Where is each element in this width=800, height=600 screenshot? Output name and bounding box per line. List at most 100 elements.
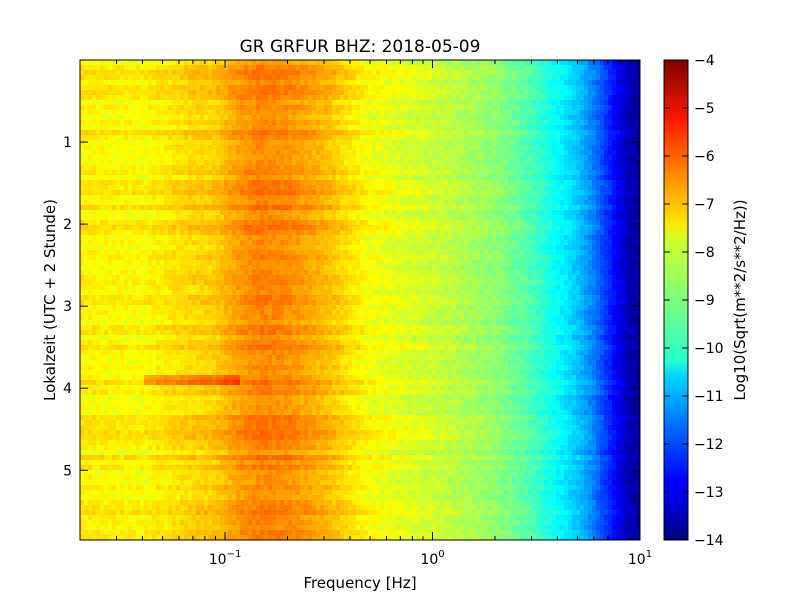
heatmap-cell: [292, 115, 297, 121]
heatmap-cell: [612, 215, 617, 221]
heatmap-cell: [616, 150, 621, 156]
heatmap-cell: [520, 110, 525, 116]
heatmap-cell: [304, 210, 309, 216]
heatmap-cell: [520, 225, 525, 231]
heatmap-cell: [412, 140, 417, 146]
heatmap-cell: [440, 170, 445, 176]
heatmap-cell: [428, 70, 433, 76]
heatmap-cell: [524, 100, 529, 106]
heatmap-cell: [612, 100, 617, 106]
heatmap-cell: [128, 220, 133, 226]
heatmap-cell: [140, 215, 145, 221]
heatmap-cell: [228, 135, 233, 141]
heatmap-cell: [428, 155, 433, 161]
heatmap-cell: [340, 195, 345, 201]
heatmap-cell: [616, 125, 621, 131]
heatmap-cell: [396, 145, 401, 151]
heatmap-cell: [332, 65, 337, 71]
heatmap-cell: [80, 230, 85, 236]
heatmap-cell: [428, 160, 433, 166]
heatmap-cell: [164, 210, 169, 216]
heatmap-cell: [436, 225, 441, 231]
heatmap-cell: [504, 95, 509, 101]
heatmap-cell: [156, 75, 161, 81]
heatmap-cell: [392, 135, 397, 141]
heatmap-cell: [468, 185, 473, 191]
heatmap-cell: [548, 165, 553, 171]
heatmap-cell: [620, 130, 625, 136]
heatmap-cell: [452, 165, 457, 171]
heatmap-cell: [412, 65, 417, 71]
heatmap-cell: [180, 170, 185, 176]
heatmap-cell: [464, 185, 469, 191]
heatmap-cell: [576, 205, 581, 211]
heatmap-cell: [540, 125, 545, 131]
heatmap-cell: [492, 110, 497, 116]
heatmap-cell: [276, 145, 281, 151]
heatmap-cell: [572, 65, 577, 71]
heatmap-cell: [488, 180, 493, 186]
heatmap-cell: [168, 180, 173, 186]
heatmap-cell: [176, 65, 181, 71]
heatmap-cell: [348, 125, 353, 131]
heatmap-cell: [612, 210, 617, 216]
heatmap-cell: [480, 155, 485, 161]
heatmap-cell: [96, 145, 101, 151]
heatmap-cell: [452, 90, 457, 96]
heatmap-cell: [124, 125, 129, 131]
heatmap-cell: [144, 155, 149, 161]
heatmap-cell: [376, 135, 381, 141]
heatmap-cell: [240, 215, 245, 221]
heatmap-cell: [616, 110, 621, 116]
heatmap-cell: [480, 175, 485, 181]
heatmap-cell: [616, 70, 621, 76]
heatmap-cell: [480, 145, 485, 151]
heatmap-cell: [376, 130, 381, 136]
heatmap-cell: [128, 80, 133, 86]
heatmap-cell: [580, 135, 585, 141]
heatmap-cell: [612, 175, 617, 181]
heatmap-cell: [472, 205, 477, 211]
heatmap-cell: [112, 190, 117, 196]
heatmap-cell: [180, 190, 185, 196]
heatmap-cell: [600, 125, 605, 131]
heatmap-cell: [596, 135, 601, 141]
heatmap-cell: [636, 180, 640, 186]
heatmap-cell: [516, 145, 521, 151]
heatmap-cell: [584, 110, 589, 116]
heatmap-cell: [208, 60, 213, 66]
heatmap-cell: [564, 200, 569, 206]
heatmap-cell: [324, 105, 329, 111]
heatmap-cell: [520, 80, 525, 86]
heatmap-cell: [180, 175, 185, 181]
heatmap-cell: [236, 180, 241, 186]
heatmap-cell: [180, 95, 185, 101]
heatmap-cell: [500, 220, 505, 226]
heatmap-cell: [156, 100, 161, 106]
heatmap-cell: [552, 190, 557, 196]
heatmap-cell: [428, 75, 433, 81]
heatmap-cell: [288, 120, 293, 126]
heatmap-cell: [252, 140, 257, 146]
heatmap-cell: [120, 225, 125, 231]
heatmap-cell: [224, 185, 229, 191]
heatmap-cell: [580, 200, 585, 206]
heatmap-cell: [248, 120, 253, 126]
heatmap-cell: [180, 130, 185, 136]
heatmap-cell: [612, 125, 617, 131]
heatmap-cell: [524, 90, 529, 96]
heatmap-cell: [572, 115, 577, 121]
heatmap-cell: [412, 190, 417, 196]
heatmap-cell: [144, 115, 149, 121]
heatmap-cell: [384, 210, 389, 216]
heatmap-cell: [88, 105, 93, 111]
heatmap-cell: [136, 110, 141, 116]
heatmap-cell: [556, 80, 561, 86]
heatmap-cell: [580, 205, 585, 211]
heatmap-cell: [292, 180, 297, 186]
heatmap-cell: [504, 60, 509, 66]
heatmap-cell: [116, 135, 121, 141]
heatmap-cell: [160, 215, 165, 221]
heatmap-cell: [320, 160, 325, 166]
heatmap-cell: [548, 75, 553, 81]
